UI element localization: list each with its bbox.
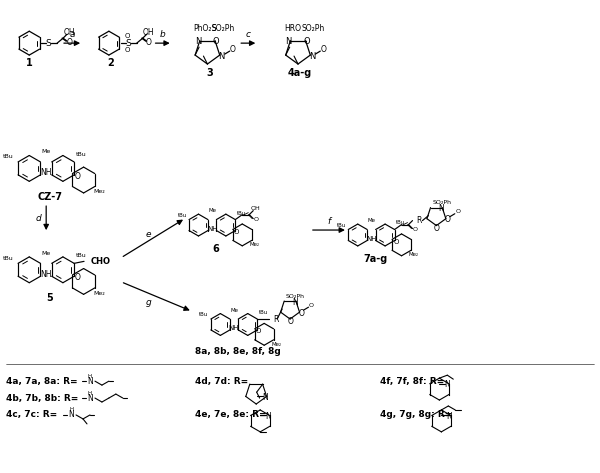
Text: 1: 1 [26,58,32,68]
Text: N: N [446,412,452,421]
Text: Me: Me [41,251,51,255]
Text: 4a, 7a, 8a: R=: 4a, 7a, 8a: R= [7,377,78,385]
Text: Me: Me [208,208,216,213]
Text: f: f [328,217,331,226]
Text: tBu: tBu [76,253,86,258]
Text: OH: OH [143,28,155,37]
Text: b: b [160,30,166,39]
Text: R: R [273,315,278,324]
Text: H: H [88,391,92,395]
Text: N: N [265,412,271,421]
Text: 4f, 7f, 8f: R=: 4f, 7f, 8f: R= [380,377,444,385]
Text: Me: Me [41,149,51,154]
Text: O: O [256,328,262,334]
Text: O: O [309,303,314,307]
Text: N: N [218,52,225,61]
Text: H: H [69,407,73,412]
Text: O: O [303,37,310,46]
Text: O: O [413,227,418,232]
Text: SO₂Ph: SO₂Ph [211,24,235,33]
Text: SO₂Ph: SO₂Ph [302,24,325,33]
Text: 4d, 7d: R=: 4d, 7d: R= [196,377,249,385]
Text: Me: Me [367,219,376,223]
Text: 6: 6 [213,244,220,254]
Text: NH: NH [229,325,239,331]
Text: N: N [194,37,201,46]
Text: O: O [125,47,130,53]
Text: HRO: HRO [284,24,301,33]
Text: Me₂: Me₂ [249,242,259,247]
Text: N: N [285,37,292,46]
Text: N: N [68,411,74,420]
Text: 3: 3 [206,68,213,78]
Text: SO₂Ph: SO₂Ph [286,294,305,298]
Text: N: N [309,52,316,61]
Text: O: O [125,33,130,39]
Text: SO₂Ph: SO₂Ph [433,200,451,205]
Text: 4a-g: 4a-g [288,68,312,78]
Text: O: O [254,217,259,222]
Text: NH: NH [366,236,377,242]
Text: 8a, 8b, 8e, 8f, 8g: 8a, 8b, 8e, 8f, 8g [195,347,281,356]
Text: c: c [246,30,251,39]
Text: S: S [45,39,51,48]
Text: N: N [292,298,298,307]
Text: CHO: CHO [91,257,111,266]
Text: tBu: tBu [3,154,14,159]
Text: tBu: tBu [3,256,14,261]
Text: NH: NH [207,226,217,232]
Text: N: N [444,380,450,389]
Text: O: O [394,238,399,245]
Text: tBu: tBu [199,312,209,317]
Text: O: O [213,37,220,46]
Text: O: O [455,209,460,214]
Text: O: O [299,309,304,318]
Text: O: O [320,44,326,53]
Text: tBu: tBu [236,210,246,216]
Text: Me₂: Me₂ [271,342,281,347]
Text: O: O [74,172,80,181]
Text: O: O [433,224,439,233]
Text: tBu: tBu [396,220,405,226]
Text: N: N [87,377,93,385]
Text: 7a-g: 7a-g [363,254,388,264]
Text: g: g [146,298,152,307]
Text: OH: OH [63,28,75,37]
Text: N: N [262,393,268,402]
Text: R: R [416,216,422,225]
Text: tBu: tBu [178,213,187,218]
Text: tBu: tBu [259,310,268,315]
Text: OH: OH [250,206,260,211]
Text: O: O [66,38,72,47]
Text: 4b, 7b, 8b: R=: 4b, 7b, 8b: R= [7,394,79,403]
Text: O: O [287,317,293,326]
Text: tBu: tBu [76,152,86,157]
Text: 2: 2 [107,58,114,68]
Text: e: e [146,229,151,238]
Text: Me₂: Me₂ [93,290,105,296]
Text: 4c, 7c: R=: 4c, 7c: R= [7,411,58,420]
Text: O: O [234,228,239,235]
Text: 4g, 7g, 8g: R=: 4g, 7g, 8g: R= [380,411,452,420]
Text: N: N [87,394,93,403]
Text: NH: NH [40,168,52,177]
Text: S: S [125,39,131,48]
Text: N: N [439,204,444,213]
Text: PhO₂S: PhO₂S [193,24,217,33]
Text: Me: Me [230,308,238,313]
Text: O: O [146,38,152,47]
Text: a: a [70,30,75,39]
Text: Me₂: Me₂ [93,189,105,194]
Text: NH: NH [40,270,52,279]
Text: d: d [35,214,41,223]
Text: Me₂: Me₂ [409,252,419,257]
Text: 4e, 7e, 8e: R=: 4e, 7e, 8e: R= [196,411,267,420]
Text: 5: 5 [47,293,53,303]
Text: O: O [230,44,236,53]
Text: CZ-7: CZ-7 [38,192,62,202]
Text: tBu: tBu [337,223,346,228]
Text: O: O [445,215,451,224]
Text: H: H [88,374,92,379]
Text: O: O [74,273,80,282]
